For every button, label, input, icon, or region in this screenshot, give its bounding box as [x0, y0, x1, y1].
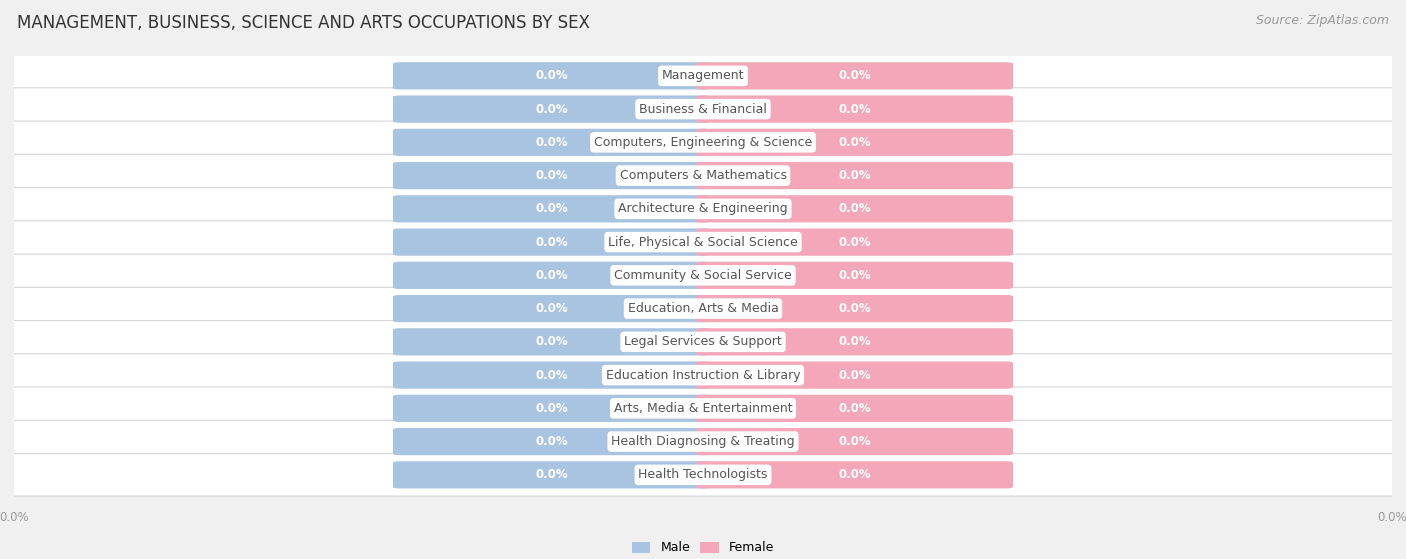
FancyBboxPatch shape [0, 387, 1406, 430]
FancyBboxPatch shape [392, 129, 710, 156]
FancyBboxPatch shape [0, 254, 1406, 297]
Text: 0.0%: 0.0% [838, 69, 870, 82]
Text: 0.0%: 0.0% [838, 302, 870, 315]
Text: 0.0%: 0.0% [838, 136, 870, 149]
FancyBboxPatch shape [696, 362, 1014, 389]
FancyBboxPatch shape [696, 229, 1014, 255]
FancyBboxPatch shape [0, 221, 1406, 263]
FancyBboxPatch shape [392, 195, 710, 222]
FancyBboxPatch shape [392, 461, 710, 489]
Text: Health Diagnosing & Treating: Health Diagnosing & Treating [612, 435, 794, 448]
Text: 0.0%: 0.0% [536, 368, 568, 382]
Text: 0.0%: 0.0% [838, 368, 870, 382]
FancyBboxPatch shape [392, 295, 710, 322]
FancyBboxPatch shape [0, 88, 1406, 130]
FancyBboxPatch shape [0, 453, 1406, 496]
Text: 0.0%: 0.0% [536, 302, 568, 315]
Text: 0.0%: 0.0% [838, 103, 870, 116]
Text: 0.0%: 0.0% [838, 235, 870, 249]
FancyBboxPatch shape [696, 96, 1014, 123]
FancyBboxPatch shape [392, 395, 710, 422]
Text: 0.0%: 0.0% [838, 202, 870, 215]
FancyBboxPatch shape [0, 154, 1406, 197]
Text: 0.0%: 0.0% [838, 335, 870, 348]
Text: Source: ZipAtlas.com: Source: ZipAtlas.com [1256, 14, 1389, 27]
FancyBboxPatch shape [696, 195, 1014, 222]
FancyBboxPatch shape [696, 395, 1014, 422]
Text: Life, Physical & Social Science: Life, Physical & Social Science [609, 235, 797, 249]
Text: Computers & Mathematics: Computers & Mathematics [620, 169, 786, 182]
Text: 0.0%: 0.0% [838, 169, 870, 182]
Text: Education Instruction & Library: Education Instruction & Library [606, 368, 800, 382]
Text: 0.0%: 0.0% [536, 402, 568, 415]
Text: 0.0%: 0.0% [536, 235, 568, 249]
Text: 0.0%: 0.0% [536, 69, 568, 82]
Text: 0.0%: 0.0% [536, 468, 568, 481]
FancyBboxPatch shape [392, 262, 710, 289]
Text: Business & Financial: Business & Financial [640, 103, 766, 116]
FancyBboxPatch shape [0, 121, 1406, 164]
Text: 0.0%: 0.0% [536, 435, 568, 448]
FancyBboxPatch shape [392, 328, 710, 356]
Text: 0.0%: 0.0% [838, 402, 870, 415]
Text: 0.0%: 0.0% [536, 335, 568, 348]
FancyBboxPatch shape [696, 129, 1014, 156]
FancyBboxPatch shape [696, 295, 1014, 322]
Text: Education, Arts & Media: Education, Arts & Media [627, 302, 779, 315]
Text: 0.0%: 0.0% [536, 202, 568, 215]
Text: 0.0%: 0.0% [838, 269, 870, 282]
FancyBboxPatch shape [392, 162, 710, 190]
Text: Computers, Engineering & Science: Computers, Engineering & Science [593, 136, 813, 149]
Text: 0.0%: 0.0% [838, 468, 870, 481]
FancyBboxPatch shape [696, 62, 1014, 89]
FancyBboxPatch shape [392, 428, 710, 455]
Text: Management: Management [662, 69, 744, 82]
FancyBboxPatch shape [696, 428, 1014, 455]
FancyBboxPatch shape [0, 55, 1406, 97]
FancyBboxPatch shape [0, 287, 1406, 330]
FancyBboxPatch shape [0, 320, 1406, 363]
Text: Architecture & Engineering: Architecture & Engineering [619, 202, 787, 215]
FancyBboxPatch shape [392, 62, 710, 89]
FancyBboxPatch shape [392, 362, 710, 389]
FancyBboxPatch shape [0, 420, 1406, 463]
FancyBboxPatch shape [696, 461, 1014, 489]
FancyBboxPatch shape [392, 229, 710, 255]
Text: 0.0%: 0.0% [536, 136, 568, 149]
FancyBboxPatch shape [696, 262, 1014, 289]
Text: 0.0%: 0.0% [838, 435, 870, 448]
Legend: Male, Female: Male, Female [627, 537, 779, 559]
Text: 0.0%: 0.0% [536, 103, 568, 116]
FancyBboxPatch shape [392, 96, 710, 123]
Text: Legal Services & Support: Legal Services & Support [624, 335, 782, 348]
FancyBboxPatch shape [0, 354, 1406, 396]
FancyBboxPatch shape [696, 162, 1014, 190]
FancyBboxPatch shape [696, 328, 1014, 356]
Text: Community & Social Service: Community & Social Service [614, 269, 792, 282]
Text: 0.0%: 0.0% [536, 269, 568, 282]
Text: MANAGEMENT, BUSINESS, SCIENCE AND ARTS OCCUPATIONS BY SEX: MANAGEMENT, BUSINESS, SCIENCE AND ARTS O… [17, 14, 589, 32]
Text: 0.0%: 0.0% [536, 169, 568, 182]
FancyBboxPatch shape [0, 188, 1406, 230]
Text: Health Technologists: Health Technologists [638, 468, 768, 481]
Text: Arts, Media & Entertainment: Arts, Media & Entertainment [613, 402, 793, 415]
